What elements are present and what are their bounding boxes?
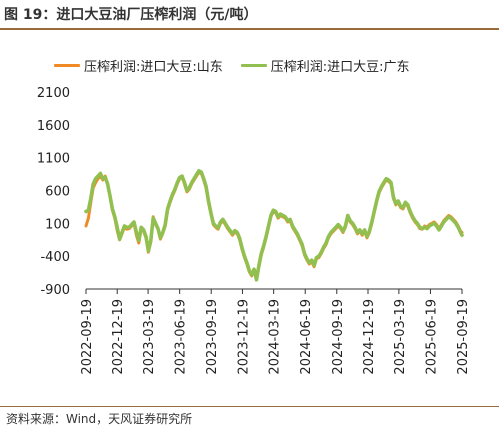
y-tick-label: 2100 [37,86,70,101]
figure-title: 图 19：进口大豆油厂压榨利润（元/吨） [4,7,258,23]
series-layer [84,169,464,282]
x-tick-label: 2024-12-19 [362,299,377,375]
title-divider [0,28,499,30]
x-tick-label: 2023-03-19 [142,299,157,375]
x-tick-label: 2022-12-19 [111,299,126,375]
source-note: 资料来源：Wind，天风证券研究所 [6,412,193,426]
series-line-guangdong [84,169,464,282]
x-tick-label: 2025-03-19 [393,299,408,375]
x-axis: 2022-09-19 2022-12-19 2023-03-19 2023-06-19… [80,288,471,375]
x-tick-label: 2025-09-19 [456,299,471,375]
legend-swatch-guangdong [240,63,267,67]
x-tick-label: 2024-09-19 [331,299,346,375]
x-tick-label: 2023-06-19 [174,299,189,375]
legend-label-shandong: 压榨利润:进口大豆:山东 [84,59,223,75]
legend-swatch-shandong [54,63,80,67]
y-tick-label: 1600 [37,119,70,134]
y-tick-label: 600 [45,185,70,200]
x-tick-label: 2025-06-19 [424,299,439,375]
y-tick-label: -900 [40,283,70,298]
x-tick-label: 2023-09-19 [205,299,220,375]
x-tick-label: 2023-12-19 [236,299,251,375]
chart-legend: 压榨利润:进口大豆:山东 压榨利润:进口大豆:广东 [54,56,428,75]
source-divider [0,406,499,407]
y-tick-label: 1100 [37,152,70,167]
y-tick-label: 100 [45,217,70,232]
x-tick-label: 2022-09-19 [80,299,95,375]
series-line-shandong [84,170,464,279]
legend-item-shandong: 压榨利润:进口大豆:山东 [54,56,223,75]
x-tick-label: 2024-06-19 [299,299,314,375]
y-tick-label: -400 [40,250,70,265]
legend-item-guangdong: 压榨利润:进口大豆:广东 [240,56,410,75]
y-axis: 2100 1600 1100 600 100 -400 -900 [37,86,70,298]
x-tick-label: 2024-03-19 [268,299,283,375]
legend-label-guangdong: 压榨利润:进口大豆:广东 [270,59,410,75]
